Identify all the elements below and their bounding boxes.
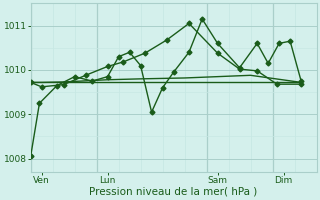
X-axis label: Pression niveau de la mer( hPa ): Pression niveau de la mer( hPa ) [90,187,258,197]
